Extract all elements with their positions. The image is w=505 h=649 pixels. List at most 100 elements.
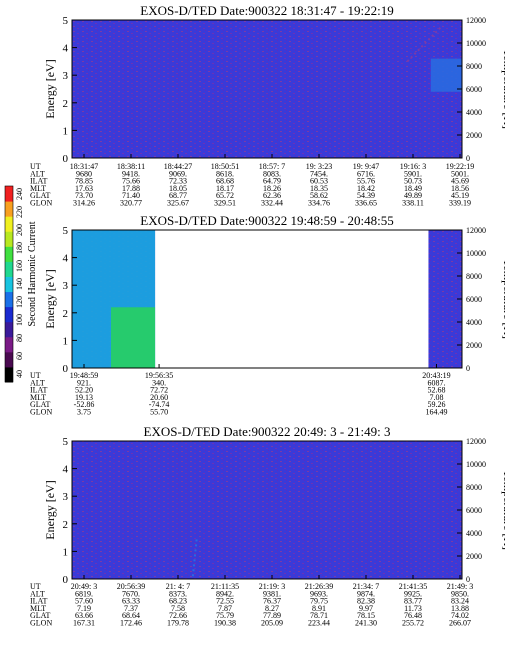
- colorbar-swatch: [5, 336, 13, 353]
- heatmap-trail: [191, 537, 198, 577]
- ephemeris-cell: 19:16: 3: [400, 162, 426, 171]
- y2-tick-label: 0: [466, 364, 470, 373]
- ephemeris-cell: 223.44: [308, 619, 330, 628]
- y2-tick-label: 8000: [466, 272, 482, 281]
- heatmap-field: [428, 230, 462, 368]
- ephemeris-cell: 18:31:47: [70, 162, 98, 171]
- y2-tick-label: 10000: [466, 460, 486, 469]
- ephemeris-row-label: GLON: [30, 619, 52, 628]
- ephemeris-cell: 18:50:51: [211, 162, 239, 171]
- ephemeris-cell: 19:56:35: [145, 371, 173, 380]
- ephemeris-cell: 7454.: [310, 169, 328, 178]
- y-tick-label: 1: [63, 546, 69, 558]
- y-axis-label: Energy [eV]: [43, 59, 57, 118]
- panel-3: EXOS-D/TED Date:900322 20:49: 3 - 21:49:…: [30, 424, 505, 628]
- colorbar-swatch: [5, 186, 13, 202]
- ephemeris-cell: 45.69: [451, 177, 469, 186]
- colorbar-swatch: [5, 216, 13, 232]
- y-tick-label: 2: [63, 519, 69, 531]
- ephemeris-cell: 72.66: [169, 611, 187, 620]
- ephemeris-cell: 17.63: [75, 184, 93, 193]
- ephemeris-cell: 9850.: [451, 589, 469, 598]
- heatmap-trail: [406, 24, 444, 63]
- ephemeris-cell: 21:26:39: [305, 582, 333, 591]
- ephemeris-cell: 6087.: [427, 378, 445, 387]
- ephemeris-cell: 18:38:11: [117, 162, 145, 171]
- ephemeris-cell: 13.88: [451, 604, 469, 613]
- ephemeris-cell: 45.19: [451, 191, 469, 200]
- y-tick-label: 5: [63, 225, 69, 237]
- ephemeris-cell: 68.23: [169, 597, 187, 606]
- heatmap-field: [72, 441, 462, 579]
- ephemeris-cell: 6819.: [75, 589, 93, 598]
- ephemeris-cell: 164.49: [425, 408, 447, 417]
- colorbar-swatch: [5, 351, 13, 368]
- colorbar-frame: [4, 185, 14, 383]
- ephemeris-cell: 68.68: [216, 177, 234, 186]
- ephemeris-cell: 19:48:59: [70, 371, 98, 380]
- ephemeris-row-label: ALT: [30, 589, 45, 598]
- ephemeris-cell: 75.79: [216, 611, 234, 620]
- ephemeris-cell: 21:19: 3: [259, 582, 285, 591]
- y-tick-label: 2: [63, 308, 69, 320]
- ephemeris-cell: 6716.: [357, 169, 375, 178]
- ephemeris-cell: 7670.: [122, 589, 140, 598]
- ephemeris-cell: 18:44:27: [164, 162, 192, 171]
- ephemeris-cell: 82.38: [357, 597, 375, 606]
- ephemeris-cell: 72.33: [169, 177, 187, 186]
- panel-2: EXOS-D/TED Date:900322 19:48:59 - 20:48:…: [30, 213, 505, 417]
- ephemeris-cell: 332.44: [261, 199, 283, 208]
- ephemeris-cell: 21: 4: 7: [166, 582, 190, 591]
- ephemeris-cell: 340.: [152, 378, 166, 387]
- ephemeris-cell: 167.31: [73, 619, 95, 628]
- ephemeris-cell: 320.77: [120, 199, 142, 208]
- ephemeris-cell: 18.26: [263, 184, 281, 193]
- heatmap-hot-region: [430, 58, 462, 92]
- colorbar-tick-label: 40: [15, 370, 24, 378]
- y2-tick-label: 2000: [466, 552, 482, 561]
- colorbar-swatch: [5, 291, 13, 308]
- ephemeris-cell: 76.37: [263, 597, 281, 606]
- ephemeris-cell: 65.72: [216, 191, 234, 200]
- y2-tick-label: 0: [466, 154, 470, 163]
- ephemeris-cell: 8.91: [312, 604, 326, 613]
- ephemeris-cell: 179.78: [167, 619, 189, 628]
- ephemeris-cell: 50.73: [404, 177, 422, 186]
- y-tick-label: 4: [63, 253, 69, 265]
- ephemeris-cell: 73.70: [75, 191, 93, 200]
- y-axis-label: Energy [eV]: [43, 269, 57, 328]
- colorbar-swatch: [5, 321, 13, 338]
- ephemeris-cell: 9693.: [310, 589, 328, 598]
- ephemeris-cell: 68.77: [169, 191, 187, 200]
- ephemeris-cell: 336.65: [355, 199, 377, 208]
- y-tick-label: 2: [63, 98, 69, 110]
- ephemeris-cell: 78.15: [357, 611, 375, 620]
- y2-tick-label: 10000: [466, 39, 486, 48]
- y-tick-label: 4: [63, 43, 69, 55]
- ephemeris-cell: 8942.: [216, 589, 234, 598]
- colorbar-swatch: [5, 366, 13, 383]
- y2-tick-label: 12000: [466, 226, 486, 235]
- ephemeris-cell: 18.42: [357, 184, 375, 193]
- ephemeris-cell: 63.66: [75, 611, 93, 620]
- ephemeris-cell: 9418.: [122, 169, 140, 178]
- ephemeris-cell: 9680: [76, 169, 92, 178]
- y2-tick-label: 10000: [466, 249, 486, 258]
- ephemeris-cell: 8083.: [263, 169, 281, 178]
- ephemeris-cell: 19: 9:47: [353, 162, 379, 171]
- ephemeris-row-label: MLT: [30, 393, 46, 402]
- ephemeris-cell: 21:41:35: [399, 582, 427, 591]
- colorbar-swatch: [5, 231, 13, 247]
- colorbar-label: Second Harmonic Current: [27, 221, 38, 326]
- ephemeris-cell: 55.70: [150, 408, 168, 417]
- colorbar-swatch: [5, 246, 13, 262]
- ephemeris-cell: 20:43:19: [422, 371, 450, 380]
- ephemeris-cell: 17.88: [122, 184, 140, 193]
- y2-tick-label: 4000: [466, 529, 482, 538]
- ephemeris-row-label: ILAT: [30, 597, 47, 606]
- ephemeris-cell: 334.76: [308, 199, 330, 208]
- ephemeris-cell: 7.08: [429, 393, 443, 402]
- ephemeris-cell: 9874.: [357, 589, 375, 598]
- panel-title: EXOS-D/TED Date:900322 19:48:59 - 20:48:…: [140, 213, 393, 228]
- colorbar-tick-label: 80: [15, 334, 24, 342]
